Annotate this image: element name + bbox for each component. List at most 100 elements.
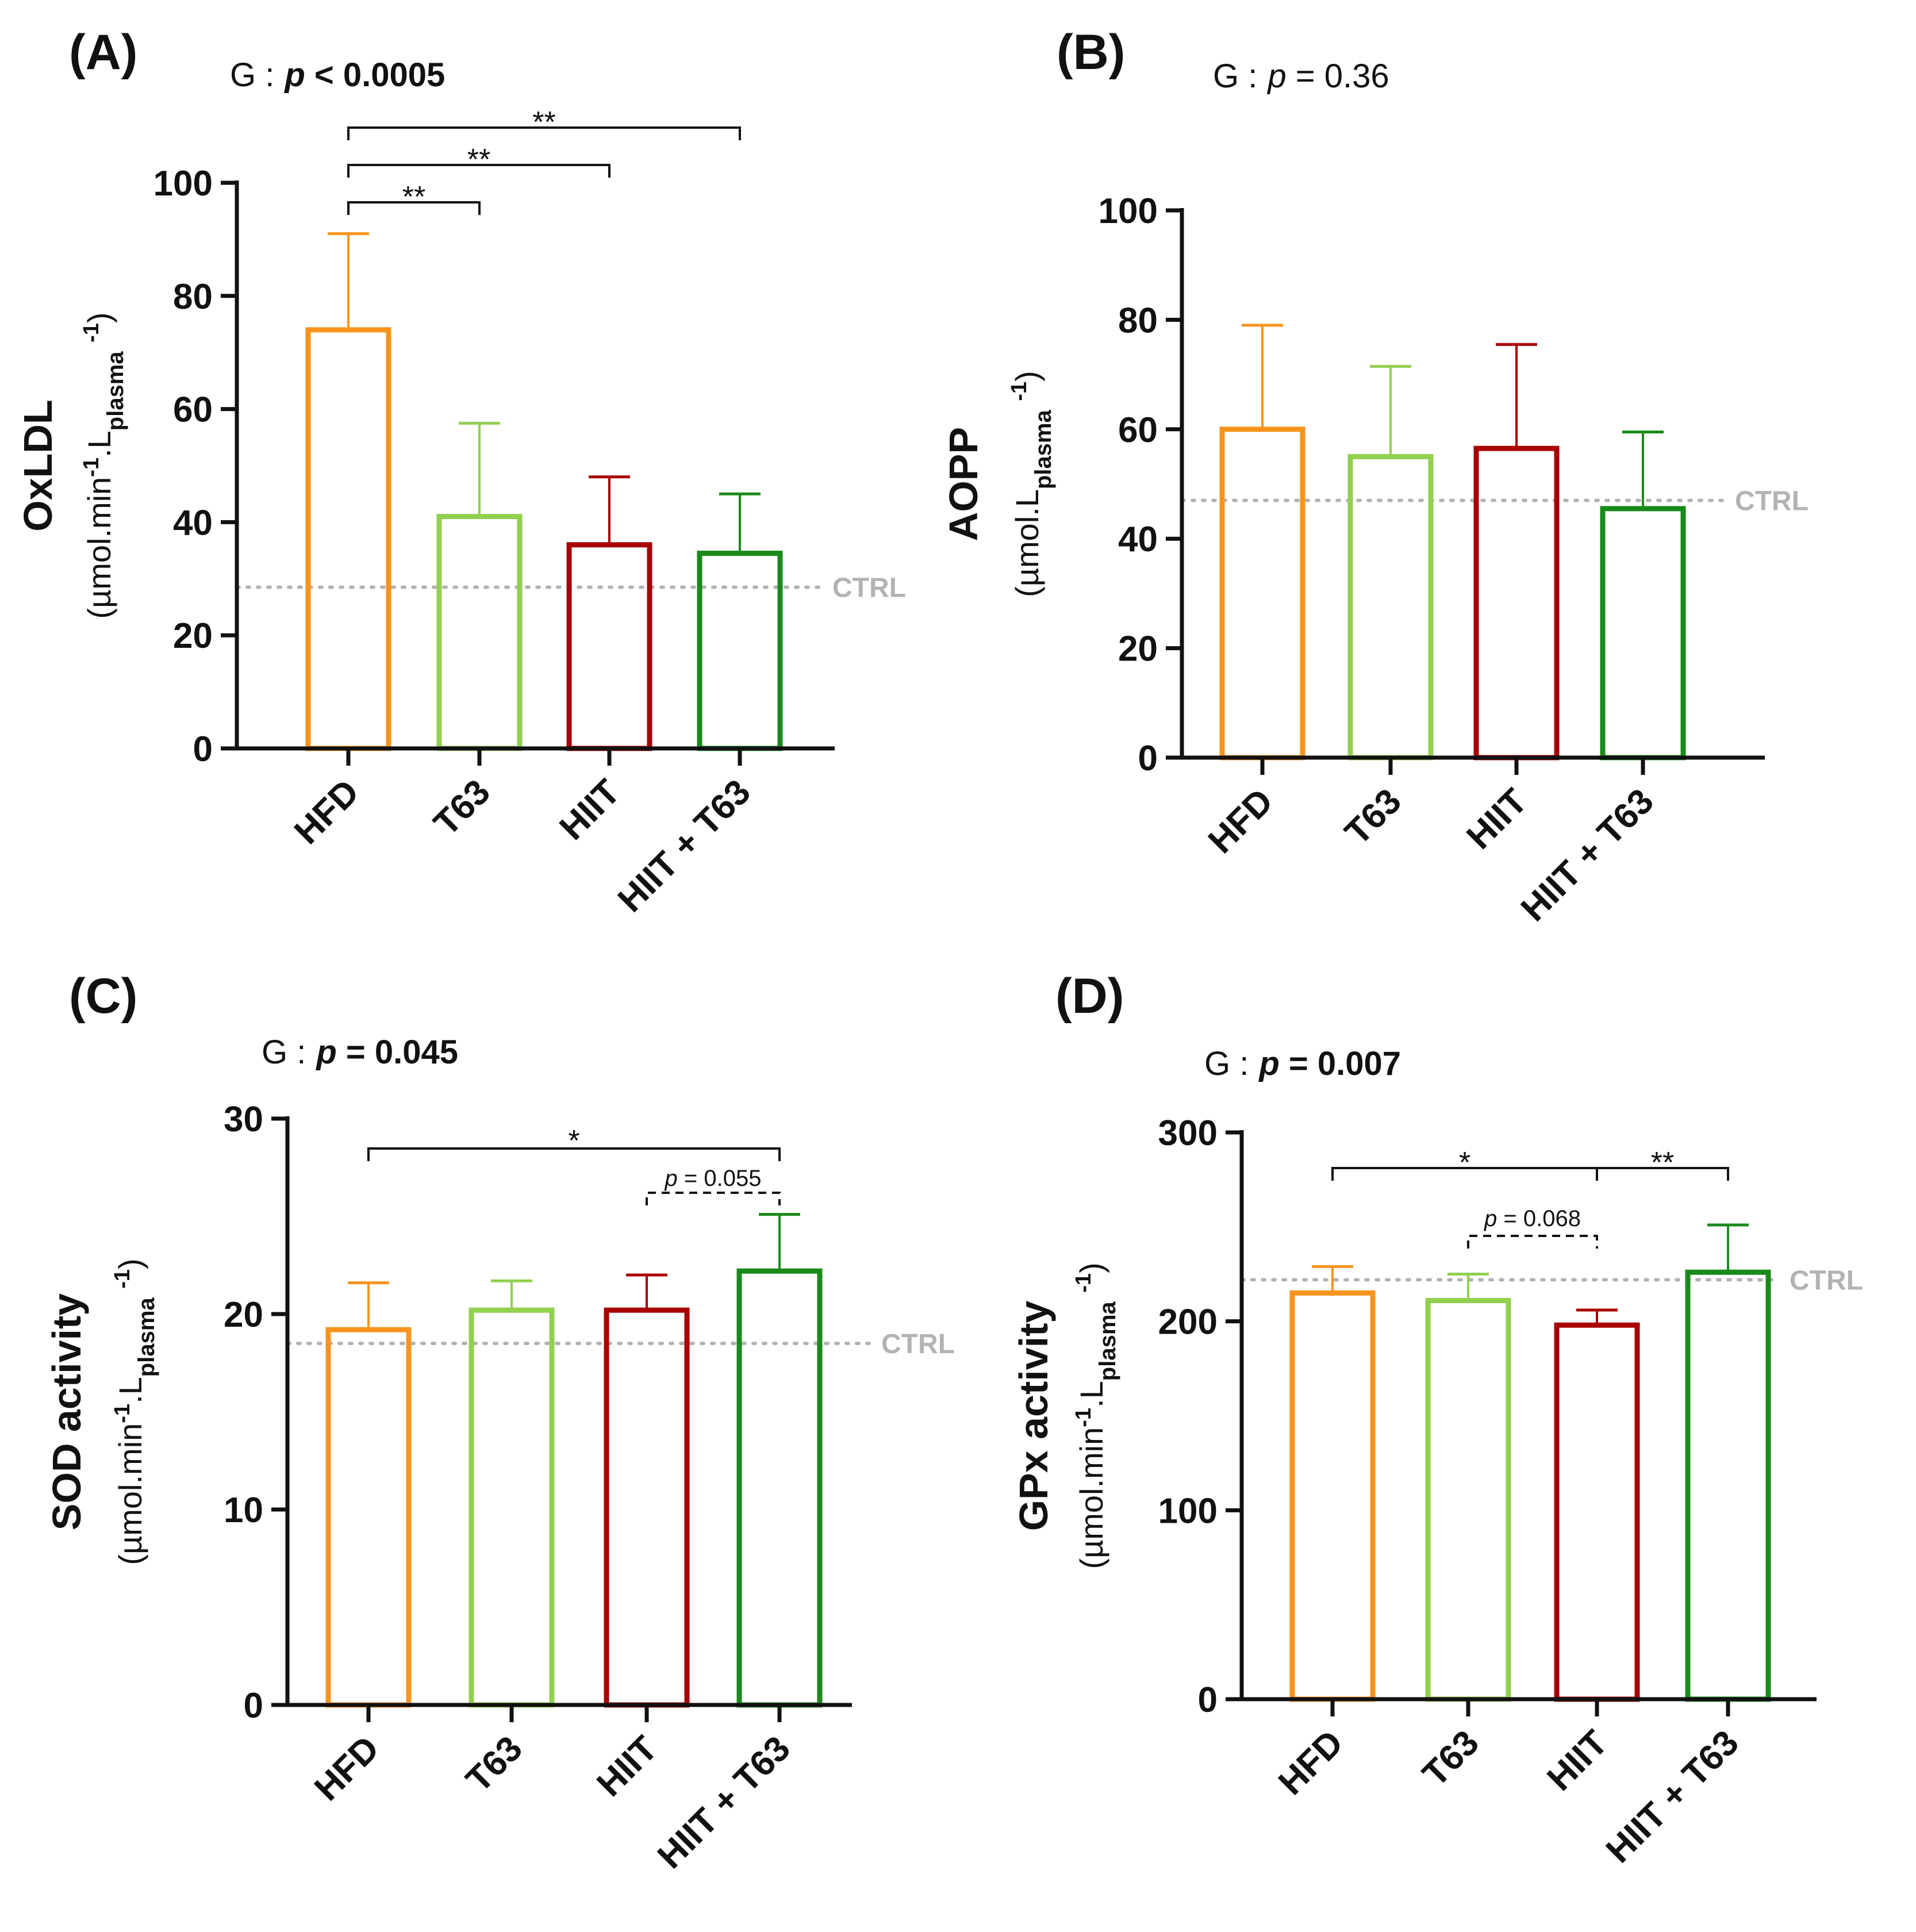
ctrl-label: CTRL	[881, 1329, 955, 1359]
x-tick-label: HFD	[307, 1729, 387, 1808]
bar-t63	[1347, 454, 1434, 760]
y-axis-title: OxLDL	[16, 400, 60, 531]
significance-label: p = 0.068	[1484, 1206, 1581, 1231]
bar-hiit	[566, 542, 652, 751]
group-stat-label: G :	[262, 1034, 306, 1071]
bar-t63	[1425, 1298, 1511, 1702]
ctrl-label: CTRL	[832, 573, 906, 604]
y-tick-label: 20	[173, 616, 213, 656]
y-axis-unit-part: -1	[79, 458, 103, 477]
y-tick-label: 100	[1099, 191, 1158, 231]
bar-hfd	[305, 327, 391, 751]
y-axis-unit-part: -1	[110, 1404, 135, 1423]
significance-bracket	[347, 164, 610, 178]
y-tick-label: 80	[1118, 301, 1158, 340]
bar-hiit	[1473, 445, 1560, 760]
y-axis-unit-part: .L	[1073, 1381, 1109, 1408]
x-tick-label: HIIT + T63	[610, 772, 758, 920]
panel-label: (C)	[69, 969, 137, 1024]
y-axis-unit-part: plasma	[1031, 409, 1056, 489]
y-axis-unit-part: (µmol.min	[1073, 1427, 1109, 1569]
y-axis-unit-part: -1	[79, 323, 103, 343]
x-tick-label: HFD	[287, 772, 367, 852]
group-stat-value: = 0.007	[1280, 1045, 1401, 1082]
y-tick-label: 30	[224, 1100, 263, 1139]
group-stat-value: = 0.36	[1287, 57, 1389, 95]
x-tick-label: HIIT	[552, 772, 628, 848]
significance-label: **	[1651, 1146, 1674, 1180]
group-stat-p: p	[315, 1034, 336, 1071]
y-axis-title: SOD activity	[44, 1293, 89, 1530]
group-stat-p: p	[283, 56, 305, 94]
significance-bracket	[1467, 1235, 1598, 1249]
y-tick-label: 300	[1158, 1113, 1218, 1153]
y-axis-unit-part: -1	[1007, 382, 1031, 401]
significance-bracket	[347, 126, 741, 140]
y-axis-title: AOPP	[941, 427, 986, 541]
bar-t63	[436, 514, 523, 751]
bar-hiit	[604, 1307, 690, 1708]
panel-label: (B)	[1057, 25, 1125, 80]
bar-t63	[469, 1307, 555, 1708]
significance-label: *	[568, 1124, 579, 1158]
y-tick-label: 60	[1118, 410, 1158, 450]
panel-label: (A)	[69, 25, 137, 80]
bar-hiit-t63	[1600, 506, 1686, 760]
group-stat-label: G :	[1213, 57, 1257, 95]
y-axis-unit-part: plasma	[103, 351, 128, 431]
y-tick-label: 40	[173, 503, 213, 543]
significance-bracket	[347, 201, 481, 215]
significance-label-p: p	[1484, 1206, 1497, 1231]
significance-label-value: = 0.055	[678, 1166, 762, 1191]
x-tick-label: T63	[459, 1729, 530, 1800]
y-axis-unit-part	[112, 1289, 148, 1298]
bar-hiit-t63	[697, 551, 783, 751]
significance-bracket	[646, 1192, 781, 1205]
group-stat-p: p	[1266, 57, 1286, 95]
significance-label: *	[1459, 1146, 1470, 1180]
group-stat: G :p = 0.007	[1204, 1045, 1401, 1082]
significance-bracket	[367, 1147, 781, 1161]
y-axis-unit: (µmol.min-1.Lplasma -1)	[79, 312, 128, 619]
y-axis-unit-part: (µmol.min	[81, 477, 117, 619]
group-stat: G :p = 0.36	[1213, 57, 1389, 95]
bar-hiit	[1554, 1322, 1640, 1702]
y-axis-unit-part	[1009, 401, 1045, 410]
x-tick-label: T63	[427, 772, 498, 843]
x-tick-label: HIIT	[589, 1729, 665, 1804]
x-tick-label: T63	[1415, 1723, 1487, 1794]
y-tick-label: 0	[193, 729, 213, 769]
x-tick-label: HIIT	[1539, 1723, 1615, 1799]
y-tick-label: 20	[224, 1295, 263, 1335]
y-axis-unit: (µmol.min-1.Lplasma -1)	[1072, 1262, 1120, 1569]
y-axis-unit-part: plasma	[1095, 1301, 1120, 1381]
ctrl-label: CTRL	[1790, 1265, 1863, 1296]
y-tick-label: 60	[173, 390, 213, 430]
y-axis-unit-part: -1	[1072, 1408, 1096, 1427]
x-tick-label: HIIT + T63	[1599, 1723, 1746, 1870]
group-stat-value: = 0.045	[337, 1034, 458, 1071]
group-stat-p: p	[1258, 1045, 1279, 1082]
y-axis-unit-part: .L	[81, 431, 117, 458]
y-tick-label: 200	[1158, 1303, 1218, 1342]
y-axis-unit-part: -1	[110, 1269, 135, 1289]
x-tick-label: T63	[1338, 781, 1409, 852]
panel-label: (D)	[1055, 969, 1124, 1024]
x-tick-label: HIIT	[1459, 781, 1535, 857]
significance-label-p: p	[665, 1166, 678, 1191]
y-axis-unit-part: )	[1073, 1262, 1109, 1273]
y-axis-unit-part: plasma	[134, 1297, 159, 1377]
y-tick-label: 80	[173, 277, 213, 317]
group-stat-label: G :	[1204, 1045, 1249, 1082]
group-stat-value: < 0.0005	[305, 56, 446, 94]
y-axis-unit-part: (µmol.L	[1009, 489, 1045, 597]
x-tick-label: HFD	[1201, 781, 1281, 861]
y-tick-label: 40	[1118, 520, 1158, 559]
y-axis-unit-part: )	[81, 312, 117, 323]
y-axis-unit: (µmol.Lplasma -1)	[1007, 371, 1056, 597]
x-tick-label: HIIT + T63	[650, 1729, 798, 1876]
bar-hfd	[325, 1327, 412, 1708]
y-tick-label: 10	[224, 1491, 263, 1530]
